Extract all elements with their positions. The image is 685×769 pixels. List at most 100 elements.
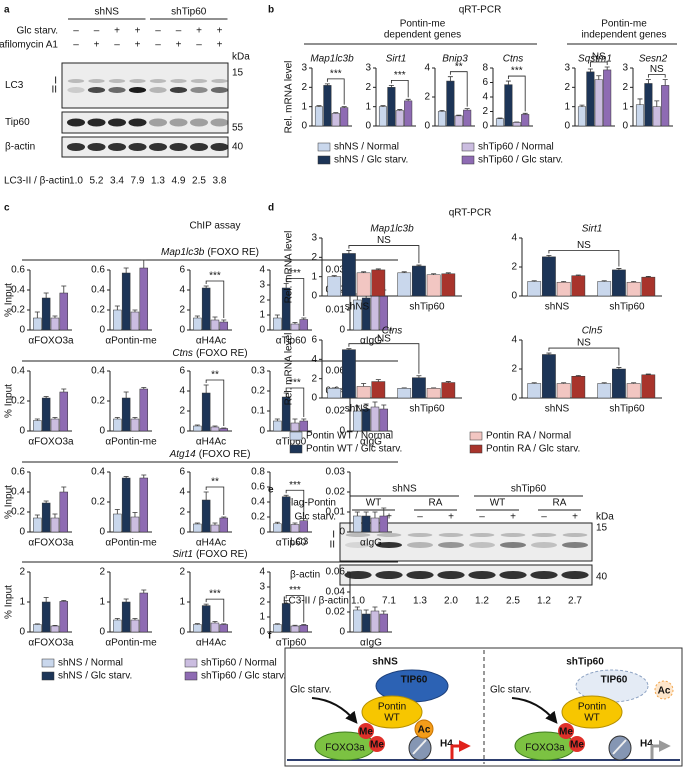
y-tick-label: 2 (19, 567, 25, 578)
bar (201, 499, 211, 533)
band (469, 533, 495, 537)
error-bar (221, 427, 227, 429)
band (211, 79, 228, 83)
y-tick-label: 2 (311, 252, 317, 263)
significance-bracket (548, 250, 620, 267)
tip60-label: TIP60 (401, 675, 428, 686)
y-tick-label: 0.2 (11, 305, 25, 316)
chart-title: Sirt1 (582, 224, 603, 235)
mw-label: 15 (232, 68, 244, 79)
y-tick-label: 1 (564, 101, 570, 112)
row-note: (FOXO RE) (199, 449, 251, 460)
error-bar (52, 625, 58, 626)
category-label: shTip60 (609, 404, 645, 415)
band (87, 87, 106, 93)
bar (542, 256, 556, 297)
y-tick-label: 0 (179, 627, 185, 638)
bar (370, 517, 380, 533)
bar (521, 114, 530, 127)
bar (603, 69, 612, 127)
bar (379, 613, 389, 633)
form-label: II (329, 540, 335, 551)
methyl-label: Me (559, 727, 573, 738)
significance-label: ** (211, 477, 219, 488)
bar (59, 391, 69, 432)
error-bar (43, 597, 49, 602)
band (344, 542, 372, 548)
bar (219, 428, 229, 432)
construct-label: RA (429, 498, 443, 509)
construct-label: Flag-Pontin (285, 498, 336, 509)
error-bar (221, 319, 227, 322)
y-tick-label: 0.8 (251, 467, 265, 478)
error-bar (301, 624, 307, 626)
band (406, 571, 434, 579)
category-label: shTip60 (609, 302, 645, 313)
y-tick-label: 0.2 (251, 512, 265, 523)
y-tick-label: 4 (179, 386, 185, 397)
error-bar (61, 486, 67, 492)
legend-swatch (289, 444, 303, 454)
band-label: LC3 (5, 80, 24, 91)
band (107, 118, 127, 127)
y-tick-label: 0.4 (91, 285, 105, 296)
error-bar (363, 403, 369, 409)
category-label: αIgG (360, 437, 382, 448)
mw-label: 40 (232, 142, 244, 153)
band (499, 571, 527, 579)
error-bar (52, 417, 58, 419)
bar (139, 592, 149, 633)
error-bar (354, 511, 360, 516)
legend-swatch (461, 155, 475, 165)
legend-swatch (317, 155, 331, 165)
row-title: Sirt1 (FOXO RE) (172, 549, 247, 560)
band (129, 79, 146, 83)
y-tick-label: 0.03 (326, 467, 346, 478)
y-tick-label: 0.03 (326, 265, 346, 276)
bar (281, 603, 291, 633)
y-tick-label: 1 (622, 101, 628, 112)
y-tick-label: 4 (511, 335, 517, 346)
group-label: shTip60 (511, 484, 547, 495)
acetyl-label: Ac (418, 725, 431, 736)
legend-swatch (289, 431, 303, 441)
ratio-value: 7.1 (382, 596, 396, 607)
error-bar (531, 280, 537, 282)
band (499, 542, 527, 548)
band (66, 143, 86, 151)
acetyl-mark (654, 680, 674, 700)
histone-label: H4 (640, 739, 653, 750)
y-tick-label: 0.02 (326, 487, 346, 498)
y-tick-label: 4 (311, 354, 317, 365)
bar (454, 115, 463, 127)
condition-mark: – (155, 26, 161, 37)
y-tick-label: 6 (311, 335, 317, 346)
error-bar (203, 285, 209, 288)
band (148, 118, 168, 127)
band-label: β-actin (5, 142, 35, 153)
significance-bracket (589, 61, 608, 67)
error-bar (601, 382, 607, 384)
bar (299, 420, 309, 432)
group-label: shNS (392, 484, 417, 495)
y-axis-label: % Input (4, 585, 15, 619)
construct-label: WT (490, 498, 506, 509)
bar (635, 104, 645, 127)
band-label: β-actin (290, 570, 320, 581)
significance-bracket (285, 387, 305, 417)
category-label: shNS (545, 302, 570, 313)
y-tick-label: 0 (259, 426, 265, 437)
category-label: αH4Ac (196, 538, 226, 549)
y-tick-label: 1 (19, 597, 25, 608)
y-tick-label: 2 (259, 597, 265, 608)
bar (356, 386, 371, 399)
nucleosome-stripe (412, 739, 427, 755)
nucleosome (408, 735, 432, 761)
bar (361, 515, 371, 533)
y-tick-label: 0 (482, 121, 488, 132)
band (468, 542, 496, 548)
legend-label: shNS / Normal (334, 142, 399, 153)
y-tick-label: 0 (99, 527, 105, 538)
error-bar (283, 392, 289, 397)
band (345, 533, 371, 537)
